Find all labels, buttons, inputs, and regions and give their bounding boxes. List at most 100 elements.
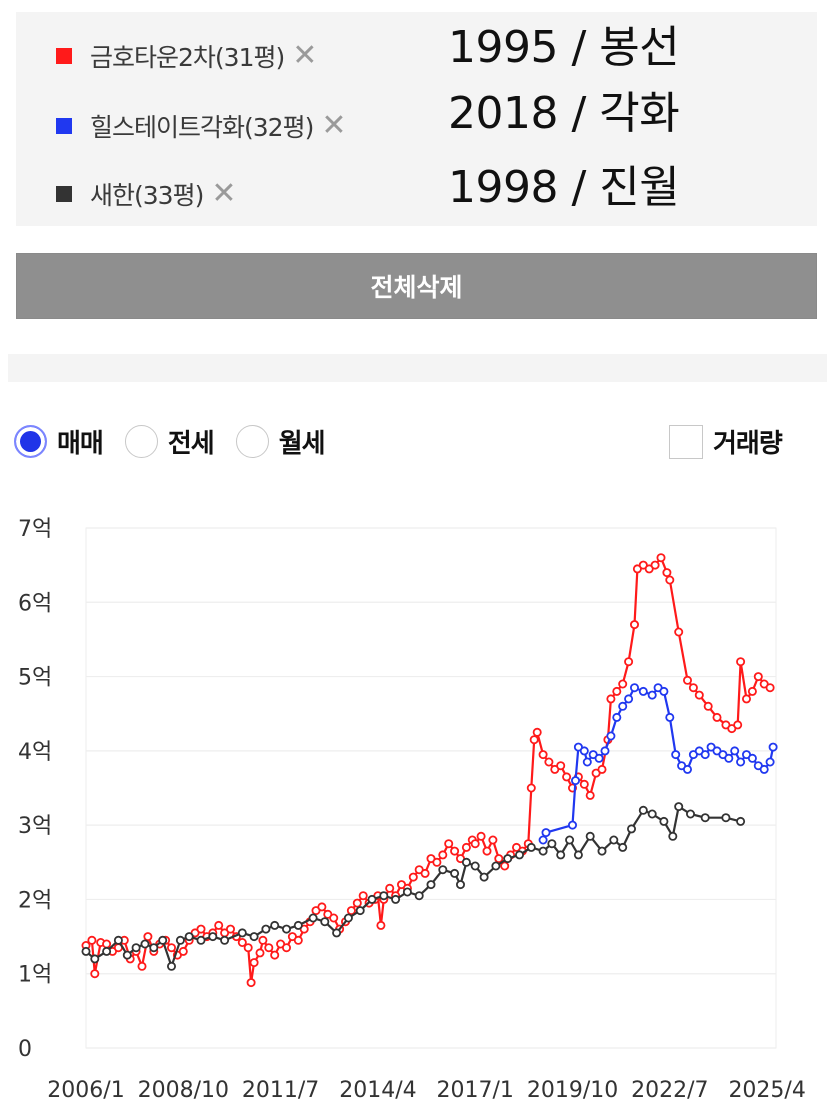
data-point (122, 950, 132, 960)
data-point (438, 865, 448, 875)
data-point (149, 943, 159, 953)
data-point (246, 978, 256, 988)
data-point (367, 894, 377, 904)
data-point (618, 679, 628, 689)
data-point (532, 727, 542, 737)
data-point (308, 913, 318, 923)
data-point (329, 913, 339, 923)
data-point (196, 924, 206, 934)
data-point (674, 802, 684, 812)
data-point (662, 568, 672, 578)
data-point (87, 935, 97, 945)
compare-item-info-3: 1998 / 진월 (448, 162, 680, 213)
trade-volume-toggle[interactable]: 거래량 (669, 423, 783, 460)
data-point (320, 917, 330, 927)
data-point (264, 943, 274, 953)
data-point (686, 809, 696, 819)
data-point (166, 961, 176, 971)
data-point (736, 657, 746, 667)
data-point (700, 813, 710, 823)
plot-area (85, 527, 777, 1049)
compare-item-info-2: 2018 / 각화 (448, 88, 680, 139)
y-tick-label: 3억 (18, 814, 52, 839)
data-point (476, 831, 486, 841)
data-point (659, 816, 669, 826)
data-point (624, 657, 634, 667)
data-point (261, 924, 271, 934)
data-point (470, 839, 480, 849)
data-point (208, 932, 218, 942)
data-point (585, 831, 595, 841)
data-point (503, 854, 513, 864)
data-point (270, 950, 280, 960)
series-color-swatch-3 (56, 186, 72, 202)
delete-all-button[interactable]: 전체삭제 (16, 253, 817, 319)
data-point (450, 868, 460, 878)
data-point (747, 686, 757, 696)
data-point (659, 686, 669, 696)
radio-button-icon[interactable] (124, 424, 158, 458)
data-point (358, 891, 368, 901)
radio-sale[interactable]: 매매 (14, 423, 104, 460)
data-point (343, 913, 353, 923)
data-point (703, 701, 713, 711)
data-point (579, 746, 589, 756)
data-point (500, 861, 510, 871)
data-point (391, 894, 401, 904)
data-point (258, 935, 268, 945)
data-point (529, 735, 539, 745)
radio-button-icon[interactable] (14, 424, 47, 458)
data-point (721, 813, 731, 823)
data-point (526, 783, 536, 793)
radio-button-icon[interactable] (235, 424, 269, 458)
data-point (438, 850, 448, 860)
data-point (102, 946, 112, 956)
remove-icon[interactable]: ✕ (211, 176, 237, 211)
data-point (178, 946, 188, 956)
data-point (90, 954, 100, 964)
x-tick-label: 2017/1 (437, 1078, 514, 1103)
data-point (541, 828, 551, 838)
series-line-1 (85, 556, 771, 984)
radio-jeonse[interactable]: 전세 (124, 423, 215, 460)
remove-icon[interactable]: ✕ (292, 38, 318, 73)
data-point (352, 898, 362, 908)
data-point (688, 683, 698, 693)
y-tick-label: 7억 (18, 517, 52, 542)
data-point (730, 746, 740, 756)
y-tick-label: 1억 (18, 963, 52, 988)
data-point (420, 868, 430, 878)
data-point (243, 943, 253, 953)
data-point (237, 938, 247, 948)
data-point (538, 835, 548, 845)
data-point (565, 835, 575, 845)
data-point (568, 820, 578, 830)
data-point (638, 686, 648, 696)
data-point (379, 891, 389, 901)
data-point (184, 932, 194, 942)
data-point (408, 872, 418, 882)
x-tick-label: 2022/7 (631, 1078, 708, 1103)
data-point (665, 575, 675, 585)
data-point (196, 935, 206, 945)
data-point (597, 764, 607, 774)
radio-label: 월세 (278, 428, 326, 459)
y-tick-label: 4억 (18, 740, 52, 765)
data-point (249, 932, 259, 942)
remove-icon[interactable]: ✕ (321, 108, 347, 143)
trade-volume-checkbox[interactable] (669, 424, 703, 459)
x-tick-label: 2025/4 (728, 1078, 805, 1103)
data-point (742, 694, 752, 704)
data-point (281, 924, 291, 934)
data-point (346, 906, 356, 916)
data-point (733, 720, 743, 730)
section-divider (8, 354, 827, 382)
radio-monthly-rent[interactable]: 월세 (235, 423, 326, 460)
data-point (175, 935, 185, 945)
data-point (609, 835, 619, 845)
data-point (102, 939, 112, 949)
compare-item-name: 새한(33평) (90, 181, 204, 210)
data-point (624, 694, 634, 704)
compare-item-2: 힐스테이트각화(32평) ✕ (56, 106, 346, 146)
